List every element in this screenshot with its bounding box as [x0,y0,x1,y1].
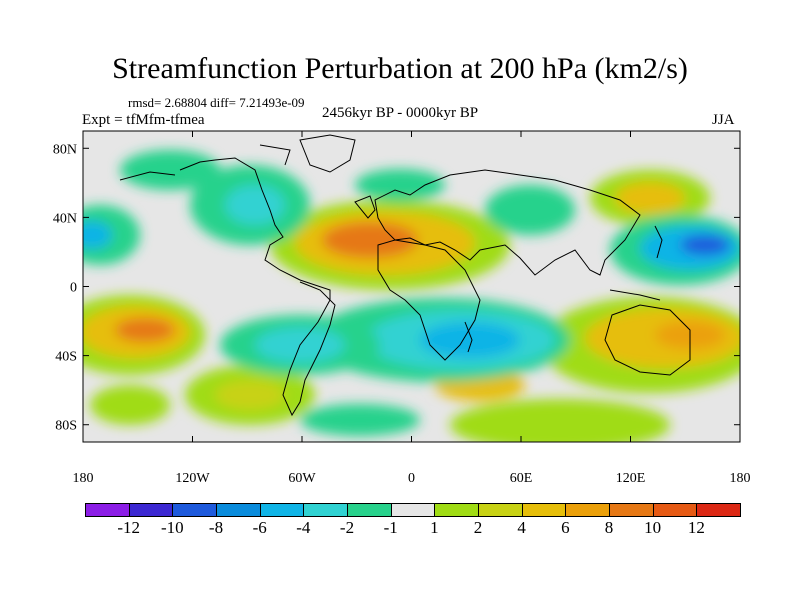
contour-field [83,131,740,442]
lon-tick-label: 60W [288,471,316,486]
colorbar-label: 2 [473,518,483,537]
lon-tick-label: 180 [73,471,94,486]
colorbar-swatch [347,503,392,517]
colorbar-label: -4 [296,518,311,537]
lon-tick-label: 0 [408,471,415,486]
colorbar-label: -6 [252,518,267,537]
colorbar-label: -12 [117,518,140,537]
colorbar-swatch [609,503,654,517]
season-label: JJA [712,112,735,128]
experiment-label: Expt = tfMfm-tfmea [82,112,205,128]
colorbar-swatch [521,503,567,517]
lat-tick-label: 80S [55,419,77,434]
longitude-axis: 180 120W 60W 0 60E 120E 180 [73,131,751,486]
lat-tick-label: 40N [53,211,77,226]
lon-tick-label: 120W [175,471,210,486]
plot-title: Streamfunction Perturbation at 200 hPa (… [112,52,688,85]
latitude-axis: 80N 40N 0 40S 80S [53,142,740,434]
colorbar-swatch [172,503,217,517]
lon-tick-label: 60E [510,471,533,486]
colorbar-swatch [478,503,523,517]
colorbar-label: -8 [208,518,224,537]
colorbar-label: 6 [561,518,570,537]
colorbar-label: -2 [339,518,355,537]
colorbar-swatch [216,503,261,517]
colorbar-label: 1 [430,518,439,537]
colorbar-swatch [652,503,698,517]
coastlines [119,134,691,417]
rmsd-diff-stats: rmsd= 2.68804 diff= 7.21493e-09 [128,95,305,110]
colorbar-swatch [434,503,479,517]
colorbar-swatch [565,503,610,517]
period-subtitle: 2456kyr BP - 0000kyr BP [322,105,479,121]
colorbar-swatch [128,503,174,517]
colorbar-label: 10 [644,518,662,537]
colorbar-swatch [85,503,130,517]
colorbar-swatch [303,503,348,517]
colorbar-label: 4 [517,518,526,537]
colorbar-swatch [696,503,741,517]
colorbar-label: -1 [383,518,398,537]
lat-tick-label: 80N [53,142,77,157]
lat-tick-label: 40S [55,350,77,365]
colorbar-swatch [390,503,436,517]
lat-tick-label: 0 [70,281,77,296]
colorbar-label: 8 [604,518,614,537]
lon-tick-label: 120E [616,471,646,486]
colorbar-label: -10 [160,518,184,537]
colorbar-label: 12 [687,518,705,537]
colorbar-swatch [259,503,305,517]
lon-tick-label: 180 [730,471,751,486]
